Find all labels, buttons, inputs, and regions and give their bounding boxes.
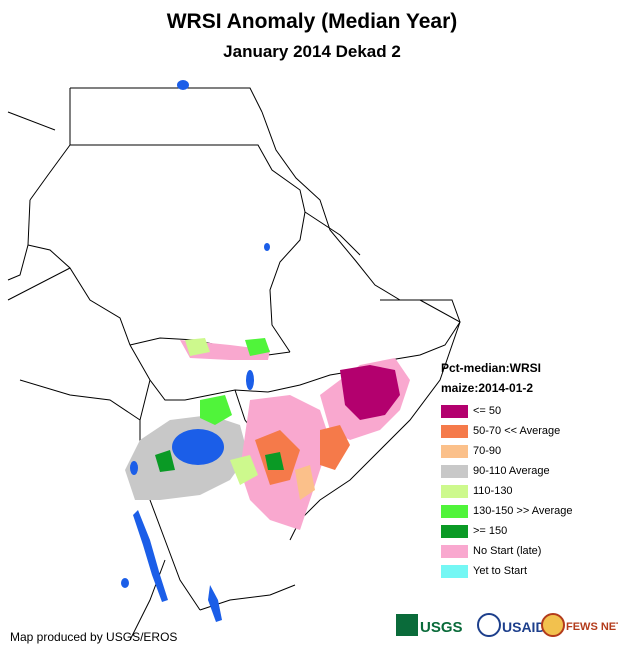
legend-label: 130-150 >> Average — [473, 505, 573, 517]
legend-swatch — [441, 444, 468, 458]
legend-swatch — [441, 564, 468, 578]
border-eritrea — [304, 211, 361, 256]
border-libya-egypt — [29, 88, 71, 201]
water-bodies — [121, 80, 270, 622]
legend-item: Yet to Start — [441, 564, 527, 578]
map-subtitle: January 2014 Dekad 2 — [223, 42, 401, 61]
legend-item: 90-110 Average — [441, 464, 550, 478]
border-chad-sudan — [27, 244, 131, 346]
logos: USGS USAID FEWS NET — [396, 613, 618, 637]
region-well-above-kenya — [265, 452, 284, 470]
legend-label: 110-130 — [473, 485, 513, 497]
legend-label: >= 150 — [473, 525, 508, 537]
coastline-red-sea — [261, 111, 420, 301]
border-libya-west — [7, 111, 56, 131]
lake-victoria — [172, 429, 224, 465]
anomaly-regions — [125, 338, 410, 530]
legend-swatch — [441, 544, 468, 558]
legend-swatch — [441, 484, 468, 498]
region-above-average — [200, 395, 232, 425]
border-sudan-ethiopia — [269, 211, 306, 353]
lake-tanganyika — [133, 510, 168, 602]
legend-label: 50-70 << Average — [473, 425, 561, 437]
border-egypt-top — [70, 87, 263, 113]
border-zambia — [129, 559, 166, 641]
region-severe-deficit — [340, 365, 400, 420]
legend-item: >= 150 — [441, 524, 507, 538]
legend-swatch — [441, 504, 468, 518]
legend-item: 70-90 — [441, 444, 501, 458]
legend-label: 70-90 — [473, 445, 502, 457]
legend-swatch — [441, 404, 468, 418]
usaid-logo-text: USAID — [502, 619, 546, 635]
legend-title: Pct-median:WRSI — [441, 361, 542, 375]
legend-swatch — [441, 524, 468, 538]
usaid-logo: USAID — [477, 613, 546, 637]
region-deficit-south-somalia — [320, 425, 350, 470]
country-borders — [7, 87, 461, 641]
legend-label: 90-110 Average — [473, 465, 550, 477]
map-title: WRSI Anomaly (Median Year) — [166, 10, 458, 33]
fewsnet-logo: FEWS NET — [541, 613, 618, 637]
lake-albert — [130, 461, 138, 475]
legend-label: Yet to Start — [473, 565, 528, 577]
legend-swatch — [441, 424, 468, 438]
legend-item: No Start (late) — [441, 544, 541, 558]
lake-tana — [264, 243, 270, 251]
region-slightly-above — [230, 455, 258, 485]
fewsnet-logo-text: FEWS NET — [566, 621, 618, 633]
legend-label: <= 50 — [473, 405, 502, 417]
region-below-average — [295, 465, 315, 500]
border-chad-south — [7, 267, 71, 301]
legend-item: <= 50 — [441, 404, 501, 418]
coastline-somalia — [289, 299, 461, 541]
usgs-logo: USGS — [396, 614, 463, 636]
region-well-above — [155, 450, 175, 472]
legend-label: No Start (late) — [473, 545, 542, 557]
border-ethiopia-somalia — [267, 299, 461, 393]
legend-item: 50-70 << Average — [441, 424, 560, 438]
usgs-logo-text: USGS — [420, 619, 463, 636]
border-chad-west — [7, 199, 31, 281]
lake-nasser — [177, 80, 189, 90]
region-above-ss — [245, 338, 270, 356]
lake-turkana — [246, 370, 254, 390]
lake-malawi — [208, 585, 222, 622]
legend-swatch — [441, 464, 468, 478]
border-car-drc — [19, 379, 141, 421]
legend-item: 130-150 >> Average — [441, 504, 573, 518]
border-egypt-sudan — [70, 144, 306, 213]
region-slightly-above-ss — [185, 338, 210, 356]
map-credit: Map produced by USGS/EROS — [10, 630, 178, 644]
lake-mweru — [121, 578, 129, 588]
legend-subtitle: maize:2014-01-2 — [441, 381, 534, 395]
legend-item: 110-130 — [441, 484, 513, 498]
